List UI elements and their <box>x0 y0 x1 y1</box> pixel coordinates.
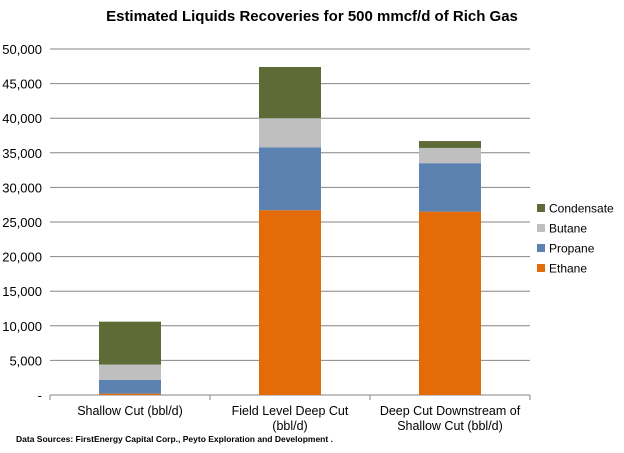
bar-propane <box>99 379 161 394</box>
bar-condensate <box>419 141 481 148</box>
y-tick-label: 45,000 <box>2 77 42 92</box>
bar-ethane <box>99 393 161 395</box>
legend-label: Condensate <box>549 202 614 216</box>
legend-swatch <box>537 244 545 252</box>
y-tick-label: 25,000 <box>2 215 42 230</box>
legend-swatch <box>537 204 545 212</box>
legend-label: Ethane <box>549 262 587 276</box>
bar-butane <box>259 118 321 148</box>
y-tick-label: 10,000 <box>2 319 42 334</box>
x-tick-label: Shallow Cut (bbl/d) <box>77 404 183 418</box>
legend-label: Butane <box>549 222 587 236</box>
x-tick-label: Field Level Deep Cut <box>232 404 349 418</box>
bar-butane <box>419 147 481 164</box>
bar-propane <box>419 163 481 212</box>
chart-title: Estimated Liquids Recoveries for 500 mmc… <box>106 8 518 25</box>
y-tick-label: - <box>38 388 42 403</box>
y-tick-label: 40,000 <box>2 111 42 126</box>
y-tick-label: 20,000 <box>2 250 42 265</box>
y-tick-label: 50,000 <box>2 42 42 57</box>
bar-condensate <box>259 66 321 119</box>
legend-label: Propane <box>549 242 595 256</box>
y-tick-label: 5,000 <box>9 353 42 368</box>
x-tick-label: Shallow Cut (bbl/d) <box>397 419 503 433</box>
bar-propane <box>259 147 321 211</box>
x-tick-label: Deep Cut Downstream of <box>380 404 521 418</box>
legend-swatch <box>537 264 545 272</box>
x-tick-label: (bbl/d) <box>272 419 307 433</box>
bar-ethane <box>259 210 321 395</box>
bar-ethane <box>419 211 481 395</box>
y-tick-label: 30,000 <box>2 180 42 195</box>
bar-condensate <box>99 321 161 365</box>
y-tick-label: 15,000 <box>2 284 42 299</box>
bar-butane <box>99 364 161 380</box>
data-source-note: Data Sources: FirstEnergy Capital Corp.,… <box>16 434 333 444</box>
y-tick-label: 35,000 <box>2 146 42 161</box>
legend-swatch <box>537 224 545 232</box>
